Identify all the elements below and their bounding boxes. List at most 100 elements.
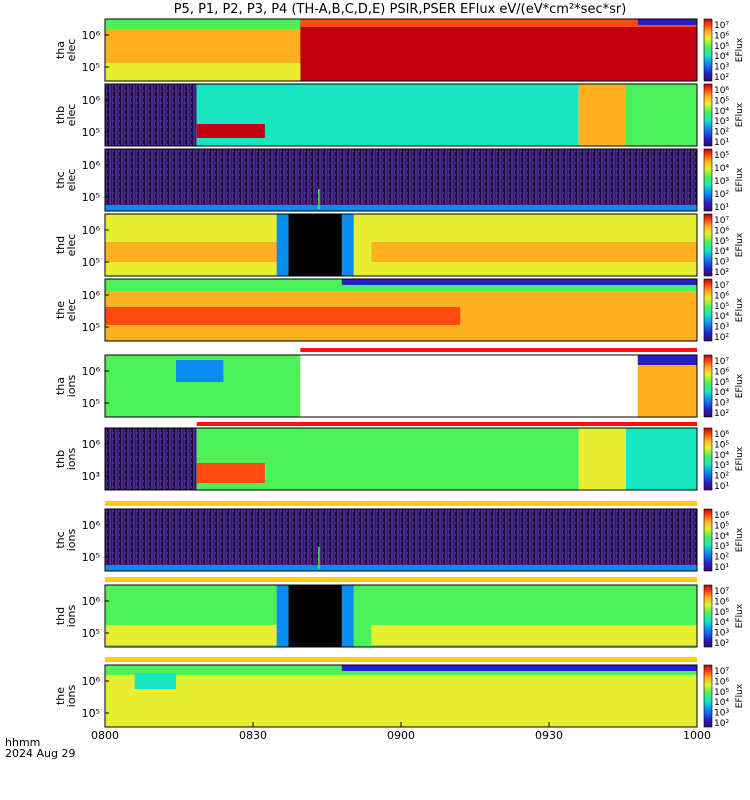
ylabel-line: the: [54, 301, 67, 319]
heatmap-block: [105, 63, 301, 81]
y-tick-label: 10⁵: [82, 707, 100, 720]
heatmap-block: [105, 307, 461, 325]
x-axis: 0800 0830 0900 0930 1000: [91, 722, 711, 742]
colorbar-tick-label: 10⁴: [714, 164, 729, 174]
colorbar-tick-label: 10⁶: [714, 31, 729, 41]
y-tick-label: 10⁶: [82, 159, 101, 172]
colorbar-tick-label: 10⁵: [714, 42, 729, 52]
y-tick-label: 10⁵: [82, 191, 100, 204]
heatmap-block: [341, 279, 697, 285]
colorbar: [703, 18, 713, 82]
x-tick-label: 0800: [91, 729, 119, 742]
colorbar-tick-label: 10²: [714, 719, 729, 729]
colorbar-tick-label: 10⁴: [714, 618, 729, 628]
colorbar-tick-label: 10⁷: [714, 21, 729, 31]
ylabel-line: ions: [65, 528, 78, 551]
colorbar-tick-label: 10⁶: [714, 367, 729, 377]
colorbar-tick-label: 10⁷: [714, 667, 729, 677]
footer-label-date: 2024 Aug 29: [5, 747, 75, 760]
colorbar: [703, 427, 713, 491]
heatmap-block: [637, 19, 697, 25]
colorbar-label: EFlux: [735, 232, 745, 257]
colorbar: [703, 664, 713, 728]
y-tick-label: 10⁶: [82, 595, 101, 608]
colorbar-tick-label: 10²: [714, 268, 729, 278]
heatmap-block: [105, 509, 697, 571]
colorbar-tick-label: 10⁷: [714, 281, 729, 291]
colorbar-tick-label: 10⁶: [714, 597, 729, 607]
heatmap-block: [578, 428, 626, 490]
heatmap-block: [105, 428, 197, 490]
colorbar-tick-label: 10⁵: [714, 608, 729, 618]
panel-ylabel: thaions: [54, 374, 78, 397]
colorbar-tick-label: 10⁴: [714, 107, 729, 117]
colorbar-tick-label: 10⁴: [714, 52, 729, 62]
panels-group: thaelec10⁶10⁵10⁷10⁶10⁵10⁴10³10²EFluxthbe…: [54, 18, 745, 729]
panel-frame: [104, 278, 698, 342]
panel-frame: [104, 508, 698, 572]
colorbar-tick-label: 10³: [714, 461, 729, 471]
heatmap-block: [196, 422, 697, 426]
colorbar-tick-label: 10⁴: [714, 532, 729, 542]
y-tick-label: 10⁶: [82, 289, 101, 302]
y-tick-label: 10⁵: [82, 256, 100, 269]
heatmap-block: [341, 665, 697, 671]
colorbar-tick-label: 10⁵: [714, 96, 729, 106]
heatmap-block: [371, 625, 697, 645]
colorbar-tick-label: 10⁵: [714, 151, 729, 161]
colorbar: [703, 278, 713, 342]
y-tick-label: 10³: [82, 470, 100, 483]
colorbar-tick-label: 10¹: [714, 482, 729, 492]
colorbar-tick-label: 10⁴: [714, 698, 729, 708]
ylabel-line: thb: [54, 450, 67, 468]
panel-thc: thcelec 10⁶ 10⁵ 10⁵ 10⁴ 10³ 10² 10¹ EFlux: [54, 148, 745, 213]
panel-ylabel: thbions: [54, 447, 78, 470]
panel-frame: [104, 584, 698, 648]
colorbar: [703, 508, 713, 572]
ylabel-line: elec: [65, 169, 78, 192]
colorbar-tick-label: 10⁵: [714, 378, 729, 388]
heatmap-block: [637, 355, 697, 365]
colorbar-tick-label: 10⁵: [714, 688, 729, 698]
x-tick-label: 0900: [387, 729, 415, 742]
heatmap-block: [105, 565, 697, 571]
colorbar-label: EFlux: [735, 102, 745, 127]
colorbar-label: EFlux: [735, 167, 745, 192]
colorbar-tick-label: 10⁷: [714, 357, 729, 367]
colorbar-tick-label: 10³: [714, 258, 729, 268]
heatmap-block: [625, 84, 697, 146]
heatmap-block: [196, 124, 265, 138]
ylabel-line: elec: [65, 104, 78, 127]
colorbar: [703, 213, 713, 277]
colorbar-tick-label: 10⁶: [714, 677, 729, 687]
colorbar-tick-label: 10²: [714, 73, 729, 83]
heatmap-block: [176, 360, 224, 382]
panel-frame: [104, 83, 698, 147]
y-tick-label: 10⁵: [82, 627, 100, 640]
colorbar: [703, 584, 713, 648]
heatmap-block: [134, 673, 177, 689]
panel-ylabel: thdions: [54, 604, 78, 627]
heatmap-block: [105, 577, 697, 582]
y-tick-label: 10⁵: [82, 126, 100, 139]
ylabel-line: thb: [54, 106, 67, 124]
colorbar-tick-label: 10⁵: [714, 521, 729, 531]
colorbar-tick-label: 10²: [714, 128, 729, 138]
colorbar-tick-label: 10³: [714, 63, 729, 73]
heatmap-block: [105, 84, 197, 146]
colorbar-tick-label: 10⁴: [714, 451, 729, 461]
colorbar-tick-label: 10³: [714, 399, 729, 409]
colorbar-tick-label: 10⁶: [714, 226, 729, 236]
ylabel-line: ions: [65, 684, 78, 707]
heatmap-block: [196, 463, 265, 483]
panel-ylabel: theions: [54, 684, 78, 707]
x-tick-label: 0830: [239, 729, 267, 742]
panel-ylabel: thcelec: [54, 169, 78, 192]
